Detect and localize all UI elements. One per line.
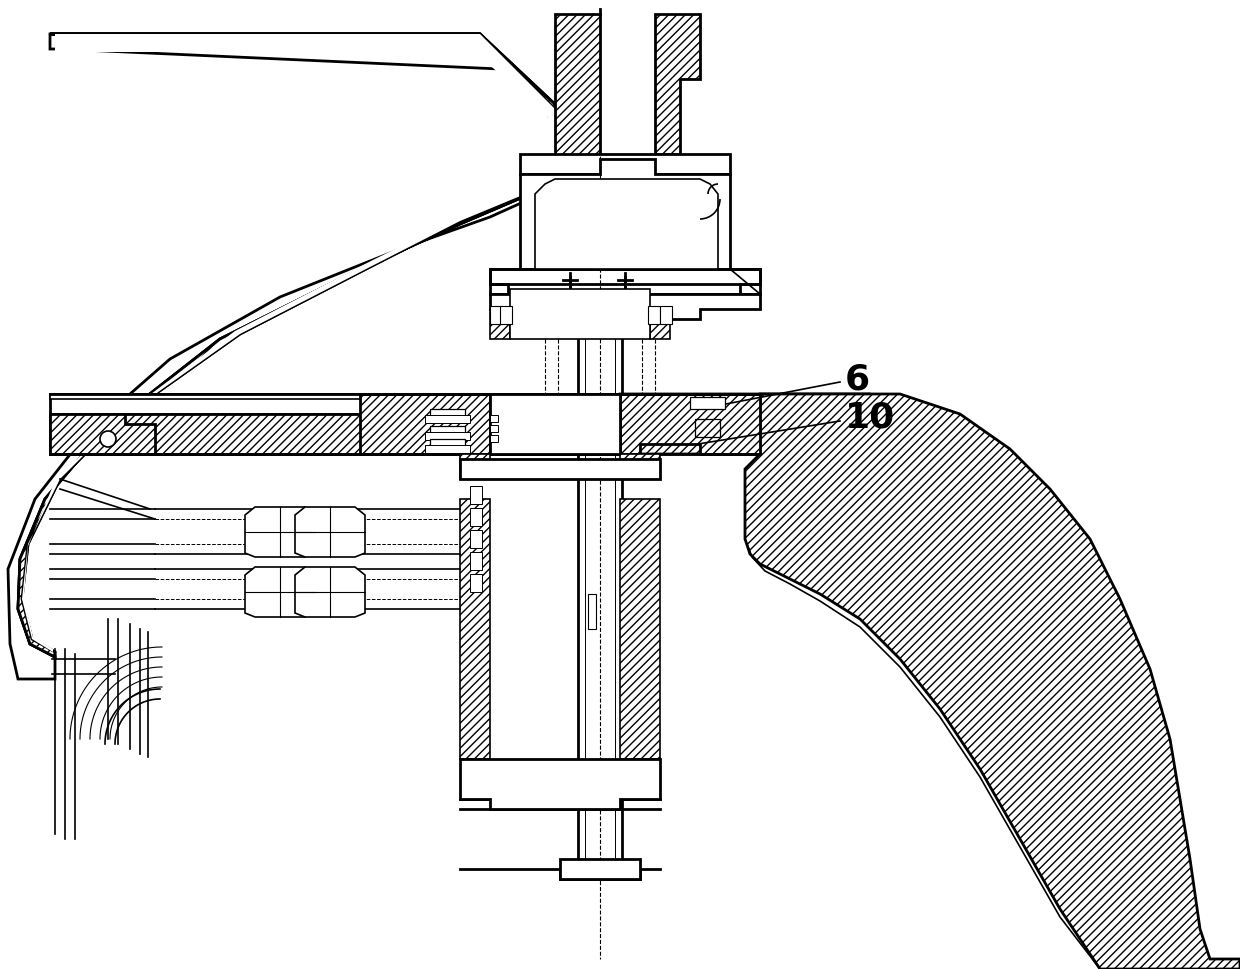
Polygon shape xyxy=(460,499,490,760)
Bar xyxy=(500,306,512,325)
Polygon shape xyxy=(19,35,570,657)
Polygon shape xyxy=(360,394,490,454)
Polygon shape xyxy=(620,394,900,454)
Bar xyxy=(425,446,470,453)
Polygon shape xyxy=(650,310,670,340)
Text: 10: 10 xyxy=(844,400,895,434)
Polygon shape xyxy=(50,415,155,454)
Bar xyxy=(490,425,498,432)
Text: 6: 6 xyxy=(844,362,870,396)
Polygon shape xyxy=(620,499,660,760)
Polygon shape xyxy=(520,160,730,269)
Polygon shape xyxy=(694,420,720,438)
Bar xyxy=(689,397,725,410)
Bar xyxy=(490,435,498,443)
Bar xyxy=(490,306,502,325)
Circle shape xyxy=(100,431,117,448)
Bar xyxy=(470,509,482,526)
Polygon shape xyxy=(295,508,365,557)
Polygon shape xyxy=(534,180,718,269)
Polygon shape xyxy=(50,399,490,454)
Bar xyxy=(430,426,465,439)
Bar xyxy=(460,459,660,480)
Polygon shape xyxy=(460,454,490,480)
Polygon shape xyxy=(520,155,730,174)
Polygon shape xyxy=(295,568,365,617)
Bar xyxy=(649,306,660,325)
Polygon shape xyxy=(745,394,1240,969)
Polygon shape xyxy=(246,508,315,557)
Polygon shape xyxy=(490,295,760,329)
Polygon shape xyxy=(655,15,701,155)
Bar xyxy=(425,432,470,441)
Polygon shape xyxy=(19,35,570,657)
Bar xyxy=(430,410,465,422)
Polygon shape xyxy=(490,310,510,340)
Bar xyxy=(588,594,596,629)
Bar xyxy=(560,860,640,879)
Bar xyxy=(470,530,482,548)
Bar xyxy=(430,440,465,452)
Bar xyxy=(510,290,650,340)
Polygon shape xyxy=(490,269,760,295)
Bar xyxy=(425,416,470,423)
Polygon shape xyxy=(620,454,660,480)
Polygon shape xyxy=(620,394,760,454)
Bar xyxy=(470,575,482,592)
Bar xyxy=(490,416,498,422)
Bar xyxy=(50,394,490,399)
Bar xyxy=(470,552,482,571)
Polygon shape xyxy=(246,568,315,617)
Polygon shape xyxy=(50,394,490,415)
Polygon shape xyxy=(7,35,570,679)
Bar xyxy=(470,486,482,505)
Bar xyxy=(660,306,672,325)
Polygon shape xyxy=(460,760,660,809)
Bar xyxy=(490,394,620,454)
Polygon shape xyxy=(556,15,600,160)
Polygon shape xyxy=(22,35,556,652)
